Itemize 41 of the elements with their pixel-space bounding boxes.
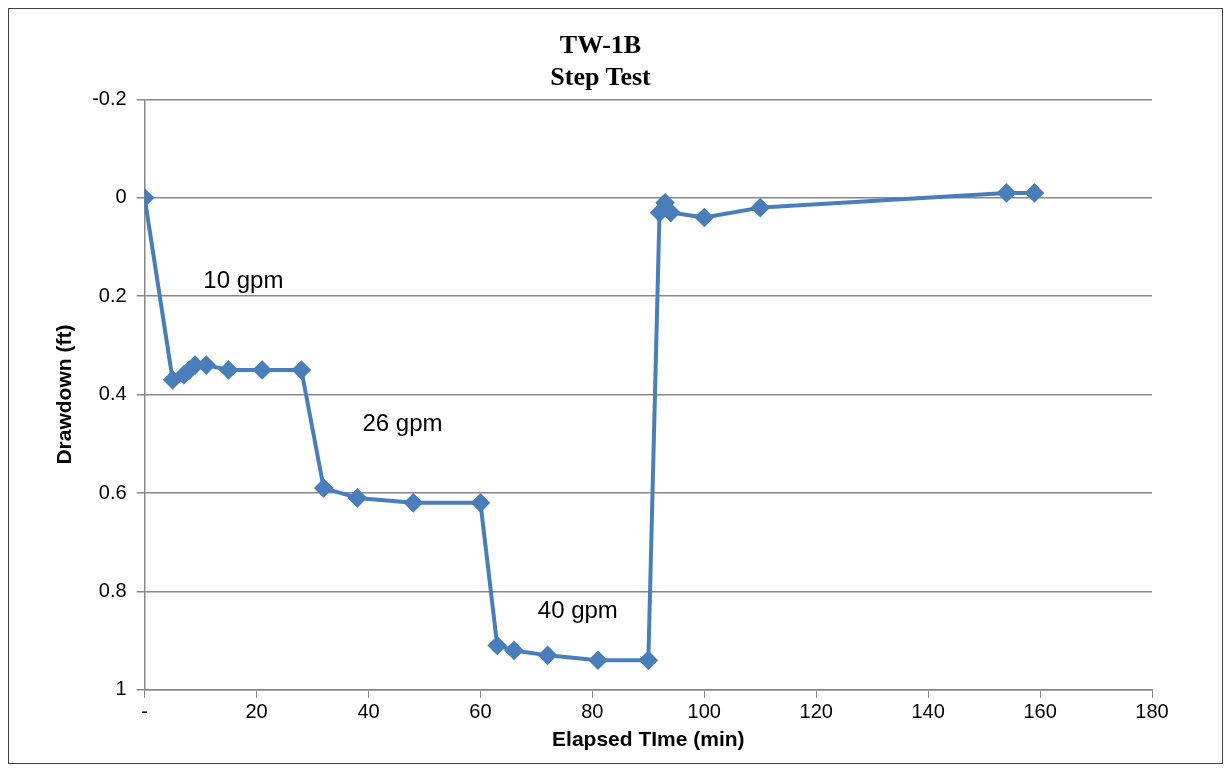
y-tick-label: 0.4 bbox=[98, 382, 127, 405]
y-axis-title: Drawdown (ft) bbox=[52, 324, 76, 465]
point bbox=[588, 651, 607, 670]
x-tick-label: 180 bbox=[1135, 700, 1169, 723]
point bbox=[538, 646, 557, 665]
x-tick-label: 40 bbox=[357, 700, 380, 723]
x-tick-label: 60 bbox=[469, 700, 492, 723]
point bbox=[163, 370, 182, 389]
y-tick-label: 1 bbox=[115, 677, 127, 700]
point bbox=[292, 361, 311, 379]
y-tick-label: 0.8 bbox=[98, 578, 127, 601]
x-tick-label: 160 bbox=[1023, 700, 1057, 723]
point bbox=[348, 488, 367, 507]
x-tick-label: - bbox=[141, 700, 148, 723]
chart-subtitle: Step Test bbox=[550, 61, 652, 91]
y-tick-label: 0.6 bbox=[98, 480, 127, 503]
point bbox=[695, 208, 714, 227]
point bbox=[253, 361, 272, 379]
point bbox=[751, 198, 770, 217]
x-tick-label: 20 bbox=[245, 700, 268, 723]
y-tick-label: 0 bbox=[115, 185, 127, 208]
y-tick-label: 0.2 bbox=[98, 283, 127, 306]
point bbox=[505, 641, 524, 660]
point bbox=[639, 651, 658, 670]
x-tick-label: 80 bbox=[581, 700, 604, 723]
point bbox=[488, 636, 507, 655]
annotation: 40 gpm bbox=[537, 595, 618, 623]
point bbox=[314, 479, 333, 498]
point bbox=[1025, 183, 1044, 202]
x-axis-title: Elapsed TIme (min) bbox=[552, 727, 745, 751]
x-tick-label: 140 bbox=[911, 700, 945, 723]
point bbox=[404, 493, 423, 512]
point bbox=[471, 493, 490, 512]
x-tick-label: 100 bbox=[687, 700, 721, 723]
annotation: 10 gpm bbox=[203, 265, 284, 293]
annotation: 26 gpm bbox=[362, 408, 443, 436]
x-tick-label: 120 bbox=[799, 700, 833, 723]
point bbox=[219, 361, 238, 379]
point bbox=[997, 183, 1016, 202]
y-tick-label: -0.2 bbox=[92, 86, 127, 109]
chart-title: TW-1B bbox=[559, 30, 642, 60]
